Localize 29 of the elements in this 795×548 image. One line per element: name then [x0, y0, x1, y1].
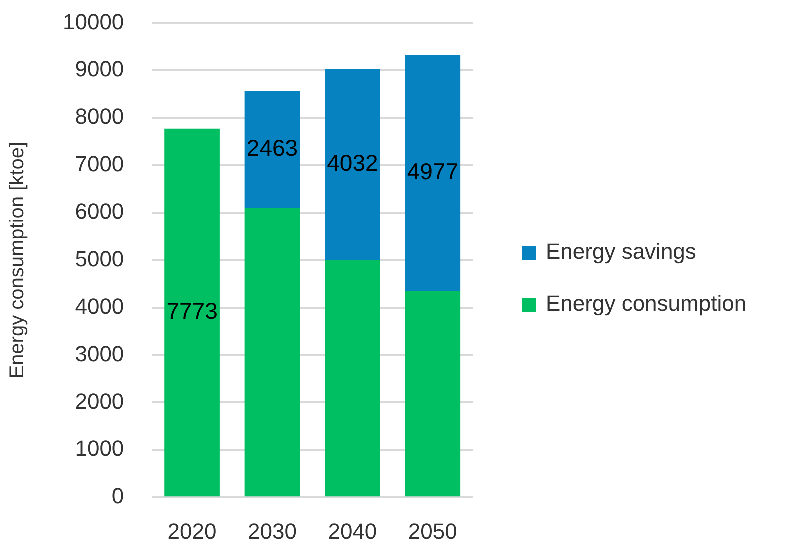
legend-label: Energy savings: [546, 239, 696, 264]
bar: [244, 91, 300, 208]
bar: [405, 55, 461, 292]
y-tick-label: 10000: [62, 9, 124, 34]
bar: [405, 291, 461, 497]
y-tick-label: 3000: [75, 341, 124, 366]
y-tick-label: 1000: [75, 436, 124, 462]
bar: [325, 260, 380, 497]
bar: [325, 69, 380, 260]
y-tick-label: 8000: [75, 104, 124, 130]
y-tick-label: 5000: [75, 246, 124, 272]
data-label: 4977: [407, 158, 458, 185]
y-tick-label: 6000: [75, 199, 124, 224]
x-tick-label: 2030: [248, 518, 297, 544]
y-tick-label: 9000: [75, 56, 124, 82]
x-tick-label: 2020: [168, 518, 217, 544]
y-tick-label: 4000: [75, 294, 124, 319]
x-tick-label: 2050: [408, 518, 458, 544]
legend-label: Energy consumption: [546, 291, 747, 316]
y-axis-title: Energy consumption [ktoe]: [6, 142, 29, 379]
bar: [164, 128, 220, 497]
y-tick-label: 7000: [75, 152, 124, 177]
data-label: 2463: [246, 135, 298, 162]
y-tick-label: 2000: [75, 388, 124, 414]
data-label: 7773: [166, 298, 218, 324]
bar: [244, 208, 300, 497]
x-tick-label: 2040: [328, 518, 378, 544]
data-label: 4032: [327, 150, 378, 176]
y-tick-label: 0: [112, 484, 124, 509]
